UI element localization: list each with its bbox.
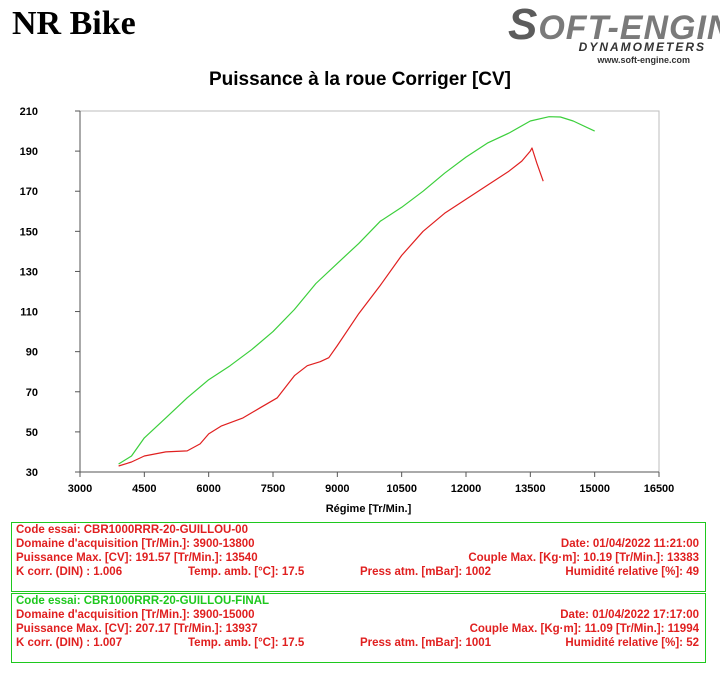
x-tick-label: 7500 xyxy=(261,483,285,495)
power-chart: 30 50 70 90 110 130 150 170 190 210 3000 4500 6000 75… xyxy=(20,106,675,515)
x-axis-label: Régime [Tr/Min.] xyxy=(326,503,412,515)
run-domain: Domaine d'acquisition [Tr/Min.]: 3900-15… xyxy=(16,609,255,621)
series-line-1 xyxy=(118,147,544,467)
run-pressure: Press atm. [mBar]: 1001 xyxy=(360,637,492,649)
y-tick-label: 30 xyxy=(26,467,38,479)
run-k-corr: K corr. (DIN) : 1.007 xyxy=(16,637,123,649)
page-title: NR Bike xyxy=(12,5,136,42)
run-code: Code essai: CBR1000RRR-20-GUILLOU-FINAL xyxy=(16,595,270,607)
logo-subtitle: DYNAMOMETERS xyxy=(578,40,706,54)
y-tick-label: 110 xyxy=(20,307,38,319)
y-tick-label: 210 xyxy=(20,106,38,118)
chart-axes: 30 50 70 90 110 130 150 170 190 210 3000 4500 6000 75… xyxy=(20,106,675,495)
y-tick-label: 70 xyxy=(26,387,38,399)
chart-series xyxy=(118,116,595,467)
run-date: Date: 01/04/2022 11:21:00 xyxy=(560,538,699,550)
y-tick-label: 190 xyxy=(20,146,38,158)
x-tick-label: 13500 xyxy=(515,483,546,495)
y-tick-label: 50 xyxy=(26,427,38,439)
run-info-panel-1: Code essai: CBR1000RRR-20-GUILLOU-00 Dom… xyxy=(11,522,706,592)
plot-frame xyxy=(79,110,660,473)
x-tick-label: 16500 xyxy=(644,483,675,495)
logo-url: www.soft-engine.com xyxy=(597,55,690,65)
series-line-2 xyxy=(118,116,595,465)
brand-logo: SOFT-ENGINE DYNAMOMETERS www.soft-engine… xyxy=(502,0,720,68)
y-tick-label: 90 xyxy=(26,347,38,359)
run-date: Date: 01/04/2022 17:17:00 xyxy=(560,609,699,621)
x-tick-label: 12000 xyxy=(451,483,482,495)
run-max-power: Puissance Max. [CV]: 191.57 [Tr/Min.]: 1… xyxy=(16,552,258,564)
logo-wordmark: SOFT-ENGINE xyxy=(508,0,720,49)
run-max-torque: Couple Max. [Kg·m]: 11.09 [Tr/Min.]: 119… xyxy=(469,623,699,635)
chart-title: Puissance à la roue Corriger [CV] xyxy=(209,69,511,90)
run-domain: Domaine d'acquisition [Tr/Min.]: 3900-13… xyxy=(16,538,255,550)
run-temperature: Temp. amb. [°C]: 17.5 xyxy=(188,566,305,578)
x-tick-label: 10500 xyxy=(386,483,417,495)
x-tick-label: 3000 xyxy=(68,483,92,495)
x-tick-label: 6000 xyxy=(196,483,220,495)
y-tick-label: 130 xyxy=(20,266,38,278)
x-tick-label: 9000 xyxy=(325,483,349,495)
run-max-power: Puissance Max. [CV]: 207.17 [Tr/Min.]: 1… xyxy=(16,623,258,635)
run-max-torque: Couple Max. [Kg·m]: 10.19 [Tr/Min.]: 133… xyxy=(468,552,699,564)
x-tick-label: 4500 xyxy=(132,483,156,495)
y-tick-label: 150 xyxy=(20,226,38,238)
run-humidity: Humidité relative [%]: 52 xyxy=(565,637,699,649)
run-info-panel-2: Code essai: CBR1000RRR-20-GUILLOU-FINAL … xyxy=(11,593,706,663)
run-k-corr: K corr. (DIN) : 1.006 xyxy=(16,566,123,578)
run-pressure: Press atm. [mBar]: 1002 xyxy=(360,566,492,578)
run-humidity: Humidité relative [%]: 49 xyxy=(565,566,699,578)
run-temperature: Temp. amb. [°C]: 17.5 xyxy=(188,637,305,649)
y-tick-label: 170 xyxy=(20,186,38,198)
run-code: Code essai: CBR1000RRR-20-GUILLOU-00 xyxy=(16,524,248,536)
x-tick-label: 15000 xyxy=(579,483,610,495)
